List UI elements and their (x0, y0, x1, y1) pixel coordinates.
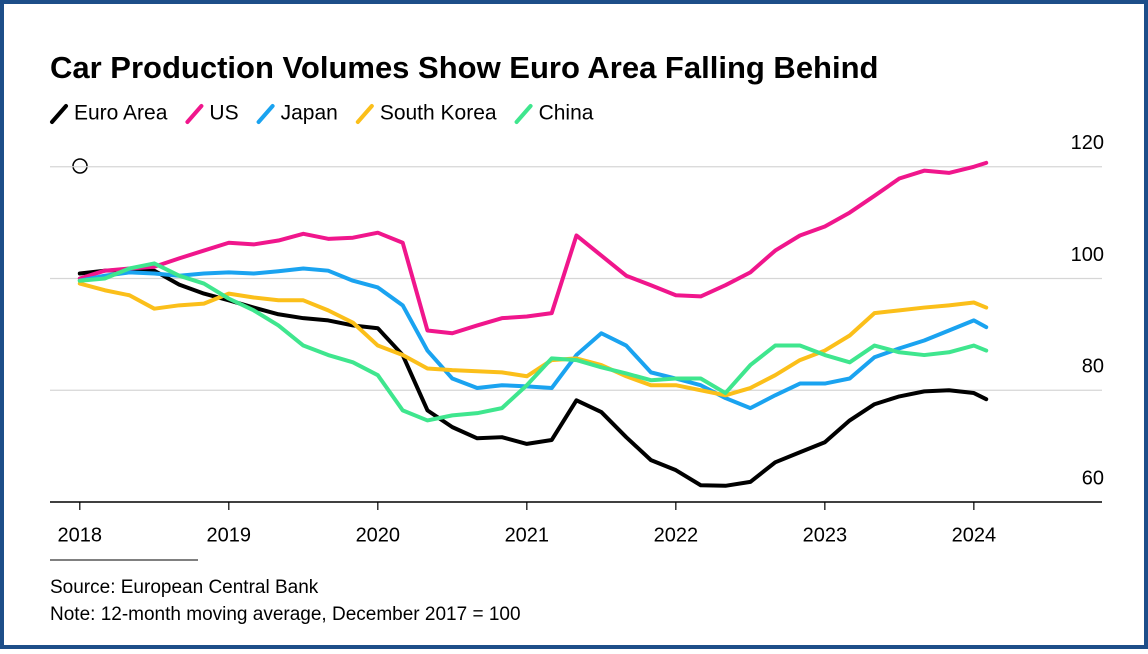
series-line (77, 266, 989, 411)
legend-label: Euro Area (74, 102, 168, 125)
y-tick-label: 120 (1071, 132, 1104, 154)
legend-swatch (355, 104, 374, 124)
x-tick-label: 2019 (207, 524, 252, 546)
legend-label: Japan (281, 102, 338, 125)
source: Source: European Central Bank (50, 577, 319, 598)
legend-swatch (514, 104, 533, 124)
legend-swatch (256, 104, 275, 124)
series-line (77, 281, 989, 398)
series-line (77, 261, 989, 423)
legend-swatch (185, 104, 204, 124)
marker (72, 158, 88, 174)
y-tick-label: 100 (1071, 244, 1104, 266)
x-tick-label: 2020 (356, 524, 401, 546)
x-tick-label: 2023 (803, 524, 848, 546)
series-line (77, 160, 989, 336)
note: Note: 12-month moving average, December … (50, 604, 521, 625)
x-tick-label: 2018 (58, 524, 103, 546)
legend-label: China (539, 102, 594, 125)
chart-title: Car Production Volumes Show Euro Area Fa… (50, 50, 878, 85)
x-tick-label: 2021 (505, 524, 550, 546)
legend-swatch (50, 104, 68, 124)
legend-label: South Korea (380, 102, 497, 125)
x-tick-label: 2024 (952, 524, 997, 546)
legend-label: US (209, 102, 238, 125)
y-tick-label: 80 (1082, 356, 1104, 378)
x-tick-label: 2022 (654, 524, 699, 546)
y-tick-label: 60 (1082, 467, 1104, 489)
